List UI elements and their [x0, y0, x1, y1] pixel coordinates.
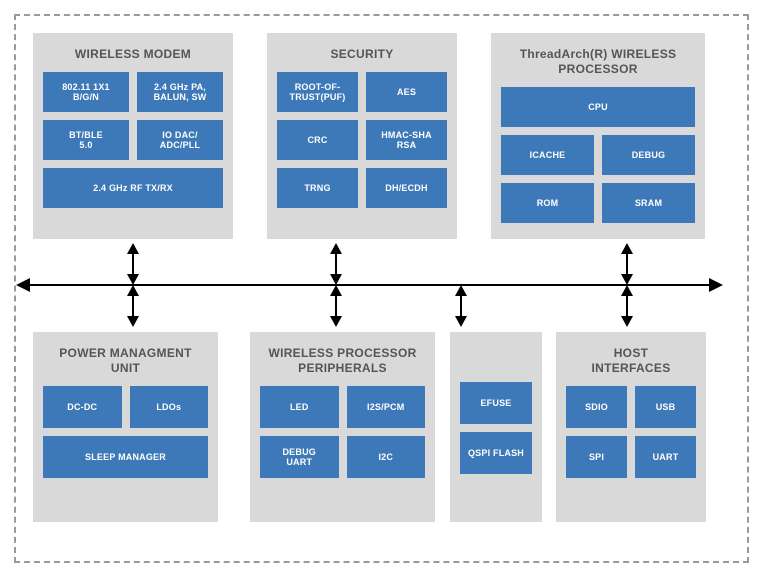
cell: I2S/PCM [347, 386, 426, 428]
cells-grid: LEDI2S/PCMDEBUG UARTI2C [260, 386, 425, 478]
block-security: SECURITY ROOT-OF- TRUST(PUF)AESCRCHMAC-SH… [267, 33, 457, 239]
cell: DEBUG UART [260, 436, 339, 478]
block-flash: EFUSE QSPI FLASH [450, 332, 542, 522]
conn-modem-bot-arrow-down [127, 316, 139, 327]
cell: DEBUG [602, 135, 695, 175]
bus-arrow-left [16, 278, 30, 292]
block-title: POWER MANAGMENT UNIT [43, 346, 208, 376]
cells-grid: ROOT-OF- TRUST(PUF)AESCRCHMAC-SHA RSATRN… [277, 72, 447, 208]
cell: BT/BLE 5.0 [43, 120, 129, 160]
conn-processor-bot-arrow-down [621, 316, 633, 327]
conn-peripherals-bot-arrow-up [455, 285, 467, 296]
conn-security-top-arrow-up [330, 243, 342, 254]
cells-grid: EFUSE QSPI FLASH [460, 382, 532, 474]
conn-peripherals-bot-line [460, 294, 462, 318]
cell: IO DAC/ ADC/PLL [137, 120, 223, 160]
cell: 802.11 1X1 B/G/N [43, 72, 129, 112]
cell: UART [635, 436, 696, 478]
cell: 2.4 GHz RF TX/RX [43, 168, 223, 208]
block-title: HOST INTERFACES [566, 346, 696, 376]
bus-arrow-right [709, 278, 723, 292]
conn-modem-bot-line [132, 294, 134, 318]
cell: DC-DC [43, 386, 122, 428]
conn-processor-top-arrow-down [621, 274, 633, 285]
conn-modem-top-arrow-down [127, 274, 139, 285]
conn-modem-top-line [132, 252, 134, 276]
conn-security-bot-arrow-down [330, 316, 342, 327]
cell: HMAC-SHA RSA [366, 120, 447, 160]
cells-grid: SDIOUSBSPIUART [566, 386, 696, 478]
cell: EFUSE [460, 382, 532, 424]
cell: SDIO [566, 386, 627, 428]
block-host: HOST INTERFACES SDIOUSBSPIUART [556, 332, 706, 522]
cells-grid: DC-DCLDOs SLEEP MANAGER [43, 386, 208, 478]
cell: QSPI FLASH [460, 432, 532, 474]
cell: CPU [501, 87, 695, 127]
cells-grid: CPU ICACHEDEBUGROMSRAM [501, 87, 695, 223]
cell: ROOT-OF- TRUST(PUF) [277, 72, 358, 112]
block-title: ThreadArch(R) WIRELESS PROCESSOR [501, 47, 695, 77]
conn-security-bot-line [335, 294, 337, 318]
cells-grid: 802.11 1X1 B/G/N2.4 GHz PA, BALUN, SWBT/… [43, 72, 223, 208]
conn-security-top-arrow-down [330, 274, 342, 285]
cell: DH/ECDH [366, 168, 447, 208]
conn-processor-bot-arrow-up [621, 285, 633, 296]
cell: LED [260, 386, 339, 428]
cell: USB [635, 386, 696, 428]
cell: CRC [277, 120, 358, 160]
block-title: WIRELESS PROCESSOR PERIPHERALS [260, 346, 425, 376]
block-pmu: POWER MANAGMENT UNIT DC-DCLDOs SLEEP MANAG… [33, 332, 218, 522]
block-title: SECURITY [277, 47, 447, 62]
conn-processor-bot-line [626, 294, 628, 318]
diagram-frame: WIRELESS MODEM 802.11 1X1 B/G/N2.4 GHz PA… [14, 14, 749, 563]
conn-security-top-line [335, 252, 337, 276]
cell: AES [366, 72, 447, 112]
conn-peripherals-bot-arrow-down [455, 316, 467, 327]
cell: SRAM [602, 183, 695, 223]
cell: 2.4 GHz PA, BALUN, SW [137, 72, 223, 112]
conn-modem-bot-arrow-up [127, 285, 139, 296]
conn-processor-top-arrow-up [621, 243, 633, 254]
cell: TRNG [277, 168, 358, 208]
block-peripherals: WIRELESS PROCESSOR PERIPHERALS LEDI2S/PCM… [250, 332, 435, 522]
conn-modem-top-arrow-up [127, 243, 139, 254]
block-processor: ThreadArch(R) WIRELESS PROCESSOR CPU ICACH… [491, 33, 705, 239]
cell: SPI [566, 436, 627, 478]
block-title: WIRELESS MODEM [43, 47, 223, 62]
conn-processor-top-line [626, 252, 628, 276]
cell: ROM [501, 183, 594, 223]
cell: LDOs [130, 386, 209, 428]
conn-security-bot-arrow-up [330, 285, 342, 296]
cell: SLEEP MANAGER [43, 436, 208, 478]
block-wireless-modem: WIRELESS MODEM 802.11 1X1 B/G/N2.4 GHz PA… [33, 33, 233, 239]
cell: ICACHE [501, 135, 594, 175]
cell: I2C [347, 436, 426, 478]
